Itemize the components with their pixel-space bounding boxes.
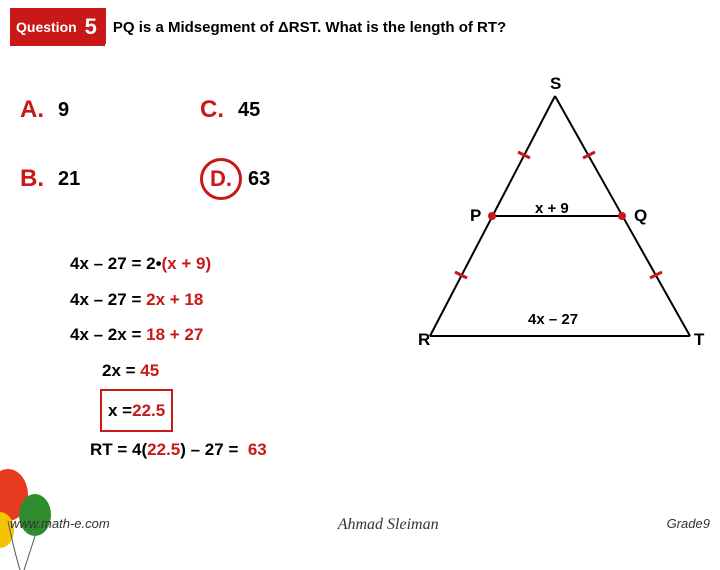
- answer-B-letter: B.: [20, 165, 44, 193]
- w6-post: ) – 27 =: [180, 440, 238, 459]
- rt-label: 4x – 27: [528, 311, 578, 328]
- triangle-diagram: S P Q R T x + 9 4x – 27: [400, 76, 710, 376]
- footer-left: www.math-e.com: [10, 516, 110, 534]
- answer-C-letter: C.: [200, 96, 224, 124]
- vertex-S: S: [550, 74, 561, 94]
- work-line-3: 4x – 2x = 18 + 27: [70, 317, 267, 353]
- answer-D-letter: D.: [210, 166, 232, 192]
- content: A. 9 C. 45 B. 21 D. 63 4x – 27 = 2•(: [0, 46, 720, 506]
- w6-ans: 63: [248, 440, 267, 459]
- footer: www.math-e.com Ahmad Sleiman Grade9: [10, 516, 710, 534]
- work-line-6: RT = 4(22.5) – 27 = 63: [90, 432, 267, 468]
- answer-D-circle: D.: [200, 158, 242, 200]
- w1-lhs: 4x – 27 =: [70, 254, 141, 273]
- answers-row-2: B. 21 D. 63: [20, 158, 380, 200]
- w6-pre: RT = 4(: [90, 440, 147, 459]
- vertex-T: T: [694, 330, 704, 350]
- point-Q-dot: [618, 212, 626, 220]
- work-steps: 4x – 27 = 2•(x + 9) 4x – 27 = 2x + 18 4x…: [70, 246, 267, 468]
- answers-block: A. 9 C. 45 B. 21 D. 63: [20, 96, 380, 234]
- balloon-decoration: [0, 460, 70, 570]
- answer-A-value: 9: [58, 99, 69, 122]
- answer-A: A. 9: [20, 96, 200, 124]
- w5-lhs: x =: [108, 401, 132, 420]
- triangle-svg: [400, 76, 710, 376]
- work-line-5: x =22.5: [70, 389, 267, 433]
- w1-rhs: (x + 9): [162, 254, 212, 273]
- footer-right: Grade9: [667, 516, 710, 534]
- vertex-R: R: [418, 330, 430, 350]
- solution-box: x =22.5: [100, 389, 173, 433]
- answer-D-value: 63: [248, 168, 270, 191]
- answer-B-value: 21: [58, 168, 80, 191]
- pq-label: x + 9: [535, 200, 569, 217]
- question-tag: Question 5: [10, 8, 105, 46]
- answer-C-value: 45: [238, 99, 260, 122]
- answers-row-1: A. 9 C. 45: [20, 96, 380, 124]
- work-line-4: 2x = 45: [102, 353, 267, 389]
- work-line-2: 4x – 27 = 2x + 18: [70, 282, 267, 318]
- header: Question 5 PQ is a Midsegment of ΔRST. W…: [0, 0, 720, 46]
- vertex-Q: Q: [634, 206, 647, 226]
- work-line-1: 4x – 27 = 2•(x + 9): [70, 246, 267, 282]
- answer-B: B. 21: [20, 158, 200, 200]
- answer-A-letter: A.: [20, 96, 44, 124]
- w4-rhs: 45: [140, 361, 159, 380]
- w3-rhs: 18 + 27: [146, 325, 203, 344]
- w2-rhs: 2x + 18: [146, 290, 203, 309]
- answer-C: C. 45: [200, 96, 380, 124]
- footer-center: Ahmad Sleiman: [338, 516, 439, 534]
- w5-rhs: 22.5: [132, 401, 165, 420]
- question-label: Question: [16, 19, 77, 35]
- w6-mid: 22.5: [147, 440, 180, 459]
- question-number: 5: [79, 14, 103, 40]
- w2-lhs: 4x – 27 =: [70, 290, 141, 309]
- w4-lhs: 2x =: [102, 361, 136, 380]
- answer-D: D. 63: [200, 158, 380, 200]
- w1-mid: 2•: [146, 254, 161, 273]
- question-text: PQ is a Midsegment of ΔRST. What is the …: [113, 19, 506, 36]
- vertex-P: P: [470, 206, 481, 226]
- w3-lhs: 4x – 2x =: [70, 325, 141, 344]
- point-P-dot: [488, 212, 496, 220]
